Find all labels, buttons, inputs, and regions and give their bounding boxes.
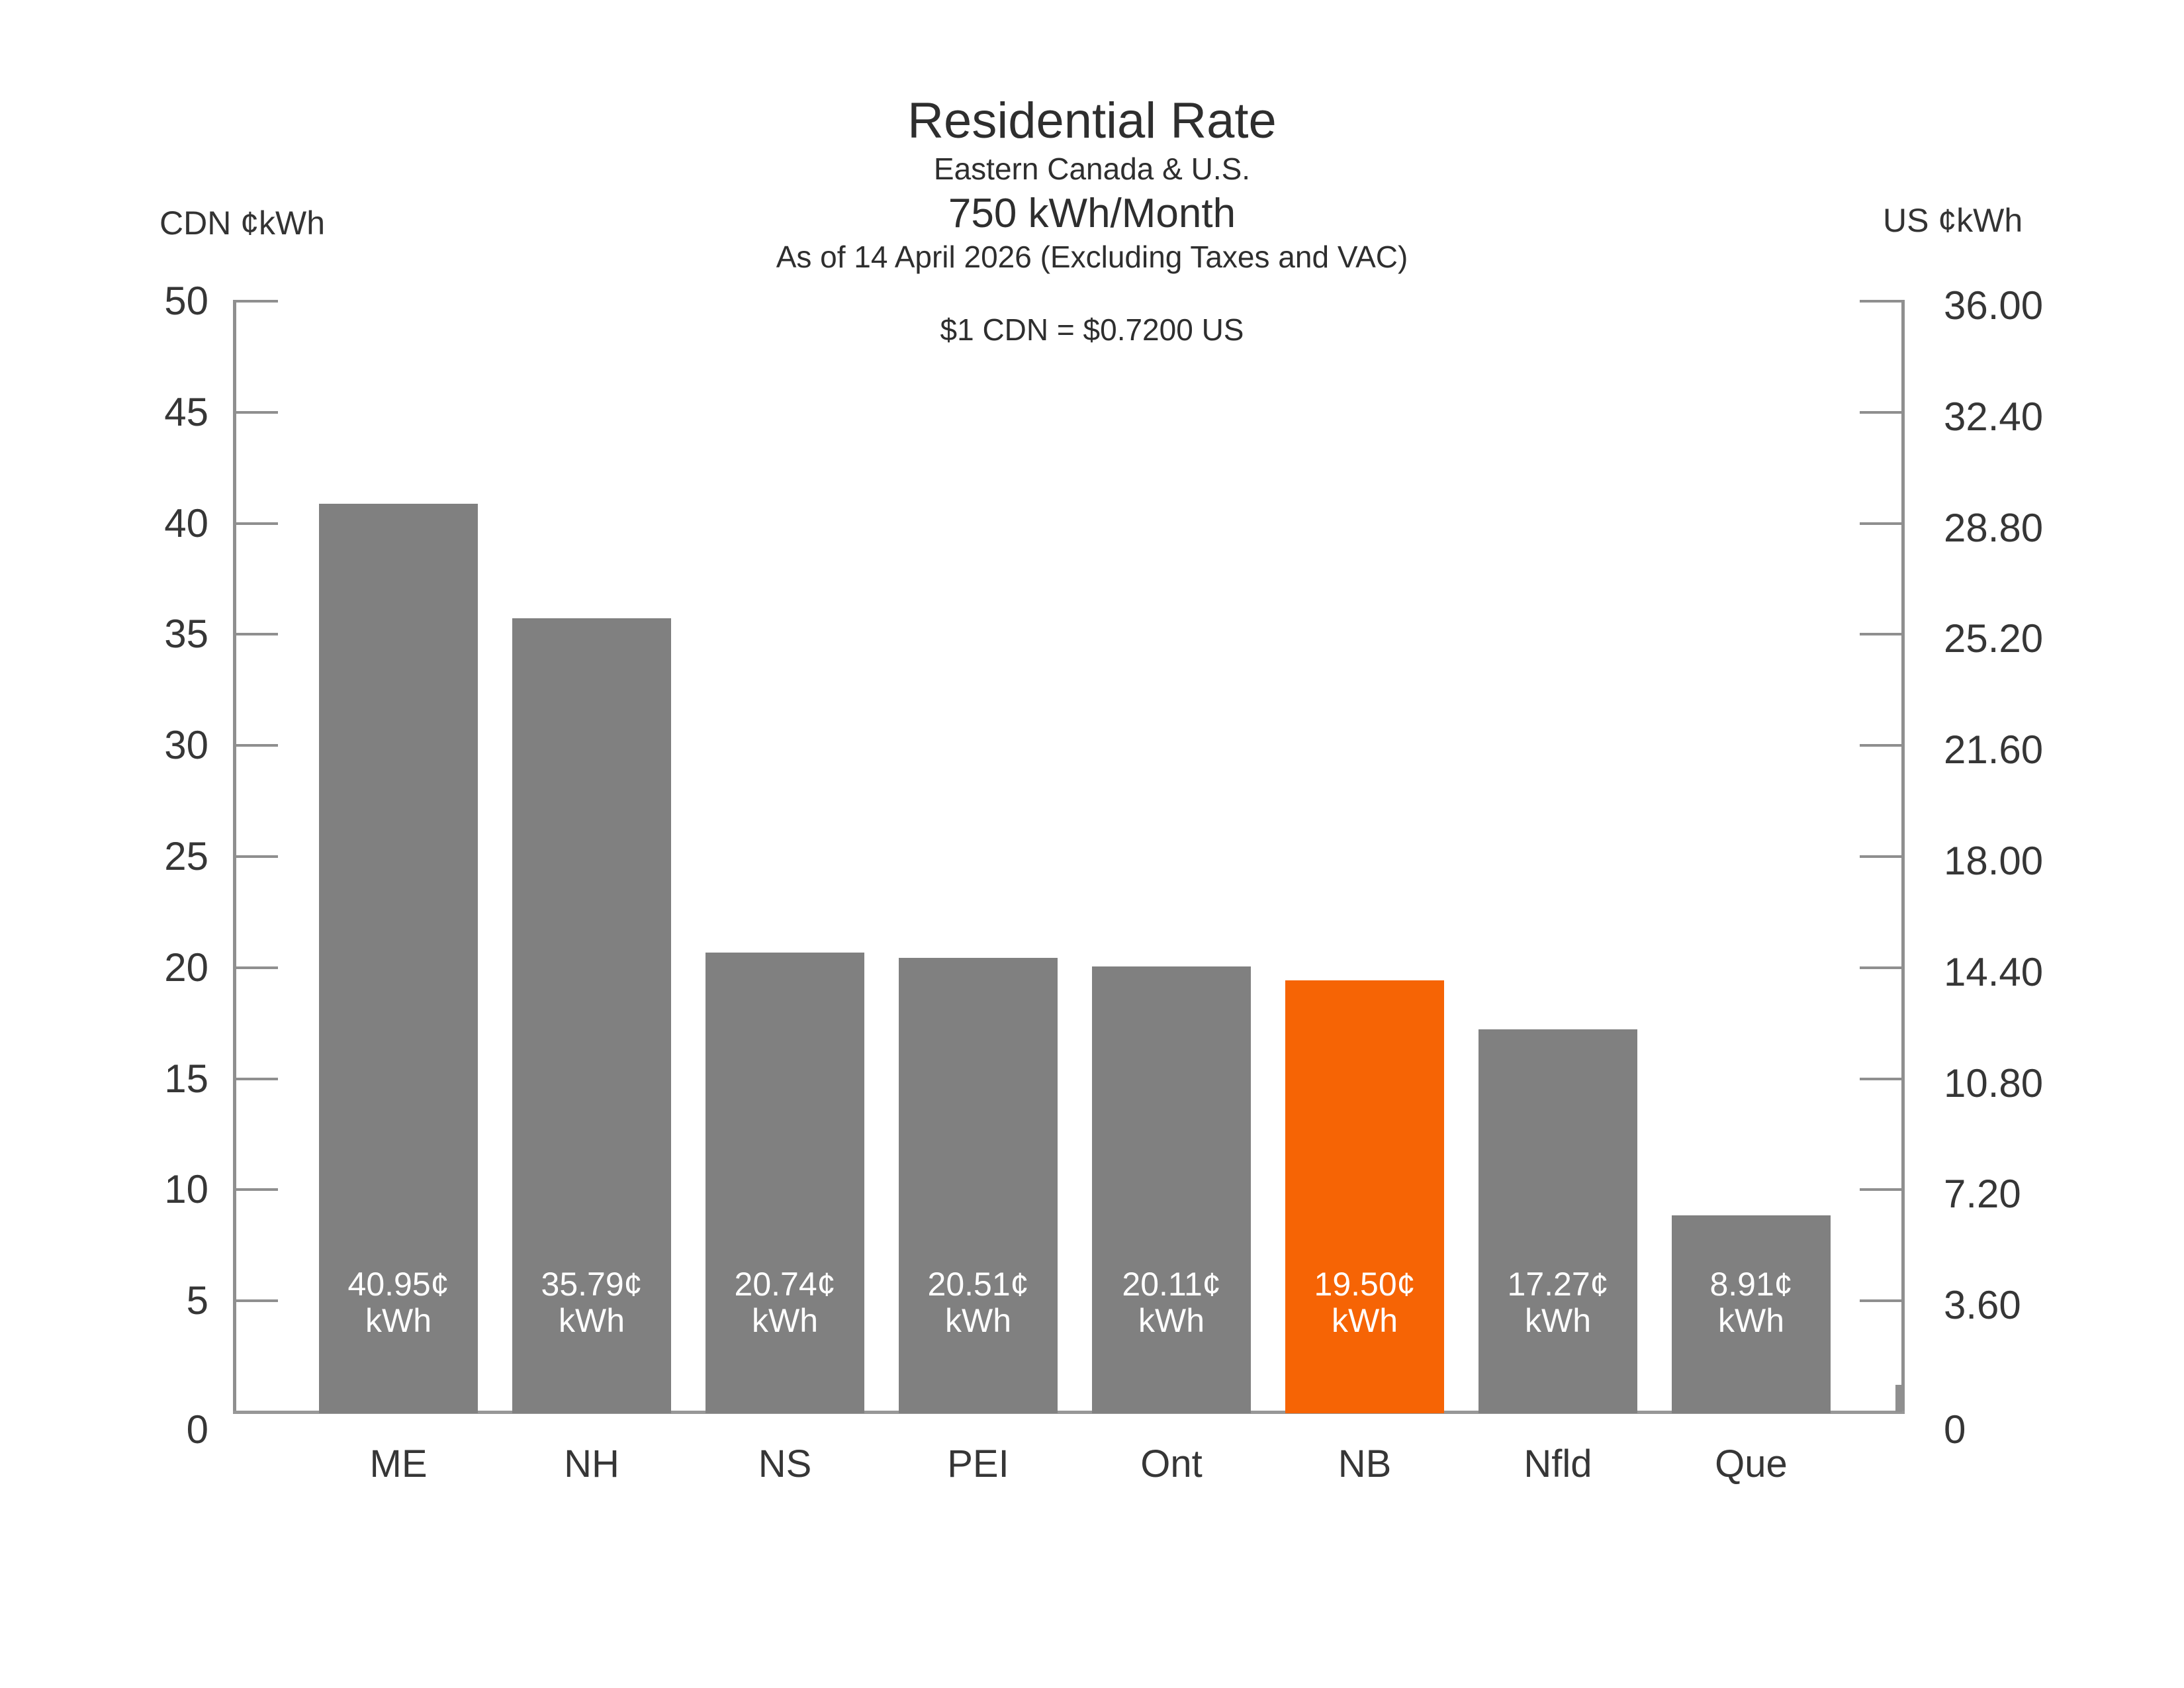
bar-value-label-NH: 35.79¢ kWh — [512, 1266, 671, 1339]
bar-value-amount: 20.51¢ — [927, 1266, 1029, 1303]
bar-value-amount: 20.11¢ — [1122, 1266, 1221, 1303]
left-axis-tick — [236, 633, 278, 636]
exchange-rate-note: $1 CDN = $0.7200 US — [940, 312, 1244, 347]
right-axis-bottom-notch — [1895, 1385, 1902, 1412]
bar-NB: 19.50¢ kWh — [1285, 980, 1444, 1413]
right-axis-tick — [1860, 410, 1901, 414]
left-axis-tick — [236, 1188, 278, 1192]
left-axis-tick — [236, 855, 278, 858]
right-axis-tick — [1860, 744, 1901, 747]
right-axis-tick-label: 28.80 — [1944, 505, 2044, 550]
bar-NH: 35.79¢ kWh — [512, 618, 671, 1413]
bar-value-label-Ont: 20.11¢ kWh — [1092, 1266, 1251, 1339]
left-axis-tick-label: 10 — [164, 1167, 208, 1212]
right-axis-tick-label: 18.00 — [1944, 839, 2044, 883]
right-axis-tick — [1860, 300, 1901, 303]
bar-NS: 20.74¢ kWh — [705, 953, 864, 1413]
right-axis-tick-label: 7.20 — [1944, 1172, 2021, 1217]
right-axis-tick-label: 10.80 — [1944, 1060, 2044, 1105]
left-axis-tick — [236, 966, 278, 969]
left-axis-tick-label: 30 — [164, 723, 208, 768]
right-axis-tick-label: 21.60 — [1944, 727, 2044, 773]
category-label-Nfld: Nfld — [1524, 1442, 1592, 1485]
left-axis-tick-label: 50 — [164, 279, 208, 323]
bar-value-unit: kWh — [752, 1302, 818, 1339]
chart-title: Residential Rate — [907, 93, 1277, 149]
category-label-PEI: PEI — [947, 1442, 1009, 1485]
left-axis-tick — [236, 522, 278, 525]
bar-value-unit: kWh — [1138, 1302, 1205, 1339]
left-axis-tick-label: 20 — [164, 945, 208, 990]
left-axis-tick-label: 5 — [186, 1278, 208, 1323]
bar-value-amount: 35.79¢ — [541, 1266, 643, 1303]
right-axis-unit-label: US ¢kWh — [1883, 202, 2023, 239]
right-axis-tick-label: 3.60 — [1944, 1283, 2021, 1328]
left-axis-tick — [236, 300, 278, 303]
left-axis-tick — [236, 1077, 278, 1080]
right-axis-tick — [1860, 1188, 1901, 1192]
bar-value-label-Nfld: 17.27¢ kWh — [1479, 1266, 1637, 1339]
bar-value-unit: kWh — [365, 1302, 432, 1339]
left-axis-tick — [236, 410, 278, 414]
bar-value-amount: 8.91¢ — [1709, 1266, 1793, 1303]
chart-subtitle-usage: 750 kWh/Month — [948, 191, 1236, 236]
left-axis-tick — [236, 744, 278, 747]
bar-value-unit: kWh — [1525, 1302, 1591, 1339]
bar-value-amount: 40.95¢ — [347, 1266, 449, 1303]
right-axis-tick-label: 0 — [1944, 1407, 1966, 1452]
category-label-Ont: Ont — [1140, 1442, 1203, 1485]
left-axis-tick-label: 0 — [186, 1407, 208, 1452]
left-axis-tick-label: 40 — [164, 500, 208, 545]
category-label-NS: NS — [758, 1442, 812, 1485]
chart-subtitle-date: As of 14 April 2026 (Excluding Taxes and… — [776, 240, 1408, 274]
bar-value-unit: kWh — [1332, 1302, 1398, 1339]
left-axis-tick-label: 45 — [164, 389, 208, 434]
bar-PEI: 20.51¢ kWh — [899, 958, 1058, 1413]
category-label-Que: Que — [1715, 1442, 1788, 1485]
right-axis-tick — [1860, 1077, 1901, 1080]
left-axis-tick-label: 25 — [164, 834, 208, 878]
right-axis-tick — [1860, 1299, 1901, 1303]
category-label-ME: ME — [369, 1442, 428, 1485]
left-axis-tick — [236, 1299, 278, 1303]
bar-ME: 40.95¢ kWh — [319, 504, 478, 1413]
chart-subtitle-region: Eastern Canada & U.S. — [933, 152, 1251, 186]
right-axis-tick-label: 32.40 — [1944, 394, 2044, 439]
bar-value-label-Que: 8.91¢ kWh — [1672, 1266, 1831, 1339]
left-axis-tick-label: 35 — [164, 612, 208, 657]
bar-value-amount: 17.27¢ — [1507, 1266, 1609, 1303]
bar-value-label-ME: 40.95¢ kWh — [319, 1266, 478, 1339]
right-axis-tick — [1860, 633, 1901, 636]
right-axis-tick-label: 25.20 — [1944, 616, 2044, 661]
bar-Que: 8.91¢ kWh — [1672, 1215, 1831, 1413]
left-axis-line — [233, 300, 236, 1413]
bar-value-label-NB: 19.50¢ kWh — [1285, 1266, 1444, 1339]
bar-value-unit: kWh — [559, 1302, 625, 1339]
bar-value-label-PEI: 20.51¢ kWh — [899, 1266, 1058, 1339]
bar-value-unit: kWh — [945, 1302, 1011, 1339]
right-axis-tick — [1860, 855, 1901, 858]
bar-value-amount: 20.74¢ — [734, 1266, 836, 1303]
right-axis-tick — [1860, 522, 1901, 525]
bar-value-amount: 19.50¢ — [1314, 1266, 1416, 1303]
right-axis-tick — [1860, 966, 1901, 969]
right-axis-line — [1901, 300, 1905, 1413]
left-axis-unit-label: CDN ¢kWh — [159, 205, 326, 242]
category-label-NH: NH — [564, 1442, 619, 1485]
bar-Ont: 20.11¢ kWh — [1092, 966, 1251, 1413]
right-axis-tick-label: 36.00 — [1944, 283, 2044, 328]
category-label-NB: NB — [1338, 1442, 1392, 1485]
left-axis-tick-label: 15 — [164, 1056, 208, 1101]
bar-Nfld: 17.27¢ kWh — [1479, 1029, 1637, 1413]
baseline — [233, 1411, 1905, 1414]
bar-value-unit: kWh — [1718, 1302, 1784, 1339]
bar-value-label-NS: 20.74¢ kWh — [705, 1266, 864, 1339]
right-axis-tick-label: 14.40 — [1944, 949, 2044, 994]
